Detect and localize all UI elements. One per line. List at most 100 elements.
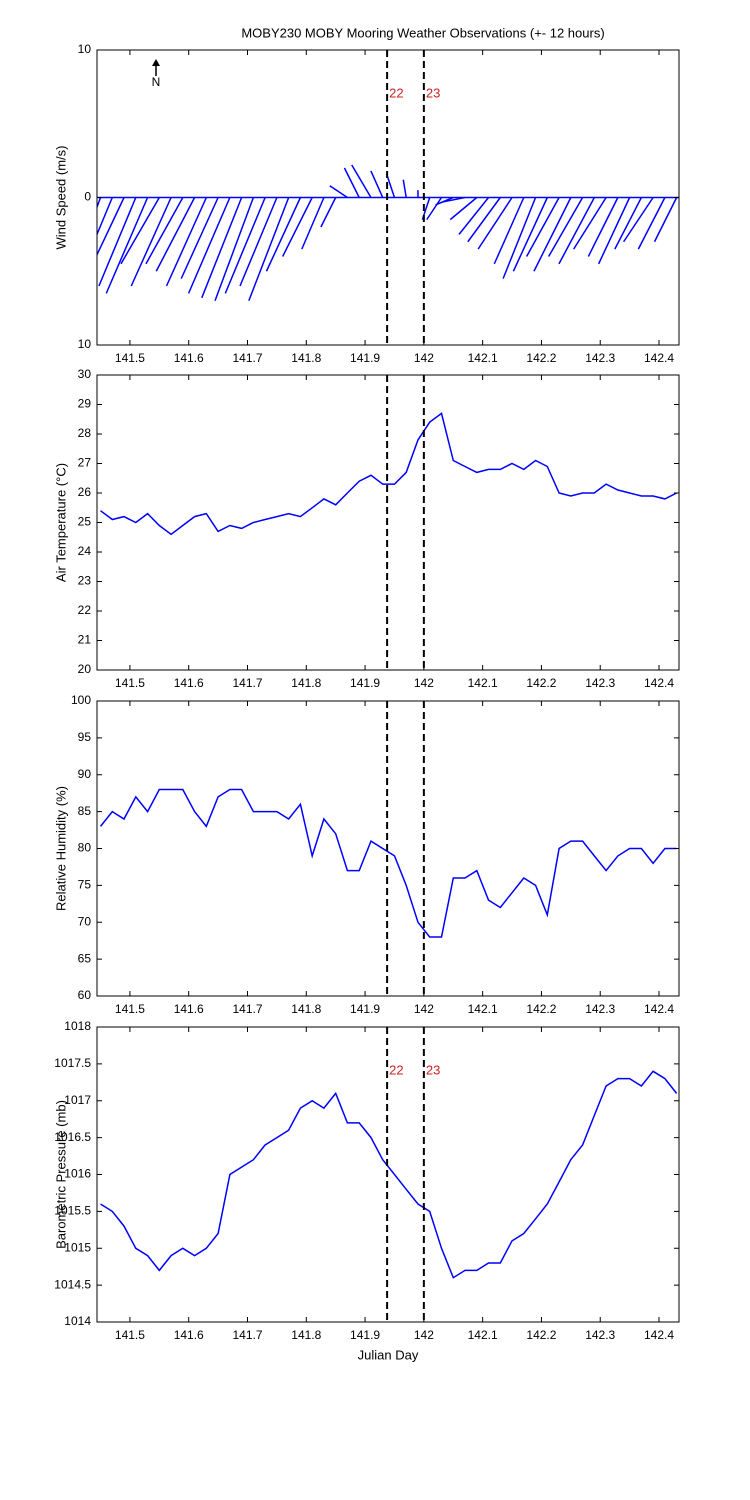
y-tick-label: 90 (78, 767, 92, 781)
x-tick-label: 141.8 (291, 1002, 321, 1016)
y-tick-label: 28 (78, 426, 92, 440)
wind-stick (180, 197, 219, 279)
y-tick-label: 24 (78, 544, 92, 558)
y-tick-label: 1016.5 (54, 1130, 91, 1144)
y-tick-label: 29 (78, 397, 92, 411)
x-tick-label: 141.6 (174, 351, 204, 365)
x-axis-label: Julian Day (358, 1347, 419, 1362)
plot-area (99, 788, 677, 938)
x-tick-label: 142 (414, 351, 434, 365)
y-axis-label: Wind Speed (m/s) (53, 145, 68, 249)
plot-area (100, 1070, 678, 1279)
wind-stick (97, 197, 125, 257)
y-tick-label: 1014.5 (54, 1277, 91, 1291)
x-tick-label: 141.5 (115, 351, 145, 365)
y-tick-label: 1014 (64, 1314, 91, 1328)
x-tick-label: 141.5 (115, 1328, 145, 1342)
y-axis-label: Air Temperature (°C) (53, 463, 68, 582)
y-tick-label: 1016 (64, 1167, 91, 1181)
y-tick-label: 1015.5 (54, 1204, 91, 1218)
x-tick-label: 141.6 (174, 1328, 204, 1342)
x-tick-label: 142.2 (526, 351, 556, 365)
wind-stick (597, 197, 631, 265)
x-tick-label: 142.4 (644, 1328, 674, 1342)
x-tick-label: 142.2 (526, 676, 556, 690)
wind-stick (351, 164, 372, 198)
x-tick-label: 141.7 (232, 1328, 262, 1342)
wind-stick (558, 197, 596, 265)
x-tick-label: 141.7 (232, 1002, 262, 1016)
wind-stick (587, 197, 619, 257)
y-tick-label: 23 (78, 574, 92, 588)
x-tick-label: 142.3 (585, 1328, 615, 1342)
wind-stick (386, 175, 396, 198)
wind-stick (343, 167, 360, 198)
x-tick-label: 141.5 (115, 676, 145, 690)
plot-area (100, 412, 677, 536)
wind-stick (165, 197, 208, 287)
wind-stick (402, 179, 407, 198)
hour-label: 22 (389, 1062, 403, 1077)
wind-stick (320, 197, 337, 228)
x-tick-label: 141.7 (232, 676, 262, 690)
x-tick-label: 141.9 (350, 351, 380, 365)
y-tick-label: 95 (78, 730, 92, 744)
wind-stick (370, 170, 384, 198)
wind-stick (239, 197, 278, 287)
x-tick-label: 142.2 (526, 1328, 556, 1342)
x-tick-label: 142.1 (468, 1002, 498, 1016)
plot-area (97, 164, 679, 302)
y-tick-label: 60 (78, 988, 92, 1002)
y-axis-label: Relative Humidity (%) (53, 786, 68, 911)
x-tick-label: 142 (414, 1328, 434, 1342)
chart-title: MOBY230 MOBY Mooring Weather Observation… (241, 25, 604, 40)
wind-stick (105, 197, 149, 294)
wind-stick (329, 185, 348, 199)
x-tick-label: 142.3 (585, 1002, 615, 1016)
y-tick-label: 100 (71, 693, 91, 707)
wind-stick (201, 197, 243, 299)
y-axis-label: Barometric Pressure (mb) (53, 1100, 68, 1249)
x-tick-label: 142.4 (644, 676, 674, 690)
wind-stick (130, 197, 172, 287)
x-tick-label: 141.6 (174, 676, 204, 690)
x-tick-label: 142.1 (468, 1328, 498, 1342)
y-tick-label: 0 (84, 190, 91, 204)
x-tick-label: 142.3 (585, 351, 615, 365)
wind-stick (97, 197, 113, 237)
wind-stick (248, 197, 290, 302)
y-tick-label: 1017.5 (54, 1056, 91, 1070)
hour-label: 22 (389, 85, 403, 100)
hour-label: 23 (426, 1062, 440, 1077)
wind-stick (442, 196, 466, 203)
x-tick-label: 142.1 (468, 676, 498, 690)
y-tick-label: 70 (78, 914, 92, 928)
y-tick-label: 27 (78, 456, 92, 470)
data-line (99, 788, 677, 938)
x-tick-label: 141.8 (291, 676, 321, 690)
north-label: N (152, 75, 161, 89)
data-line (100, 1070, 678, 1279)
y-tick-label: 75 (78, 878, 92, 892)
x-tick-label: 142.4 (644, 351, 674, 365)
wind-stick (458, 197, 490, 235)
wind-stick (573, 197, 607, 250)
wind-stick (533, 197, 572, 272)
y-tick-label: 21 (78, 633, 92, 647)
wind-stick (120, 197, 160, 265)
wind-stick (155, 197, 196, 272)
y-tick-label: 1018 (64, 1019, 91, 1033)
wind-stick (449, 196, 478, 221)
y-tick-label: 20 (78, 662, 92, 676)
y-tick-label: 22 (78, 603, 92, 617)
wind-stick (145, 197, 184, 265)
x-tick-label: 141.5 (115, 1002, 145, 1016)
x-tick-label: 142 (414, 676, 434, 690)
wind-stick (477, 197, 513, 250)
wind-stick (614, 197, 643, 250)
y-tick-label: 30 (78, 367, 92, 381)
wind-stick (653, 197, 678, 243)
wind-stick (623, 197, 654, 243)
y-tick-label: 80 (78, 841, 92, 855)
